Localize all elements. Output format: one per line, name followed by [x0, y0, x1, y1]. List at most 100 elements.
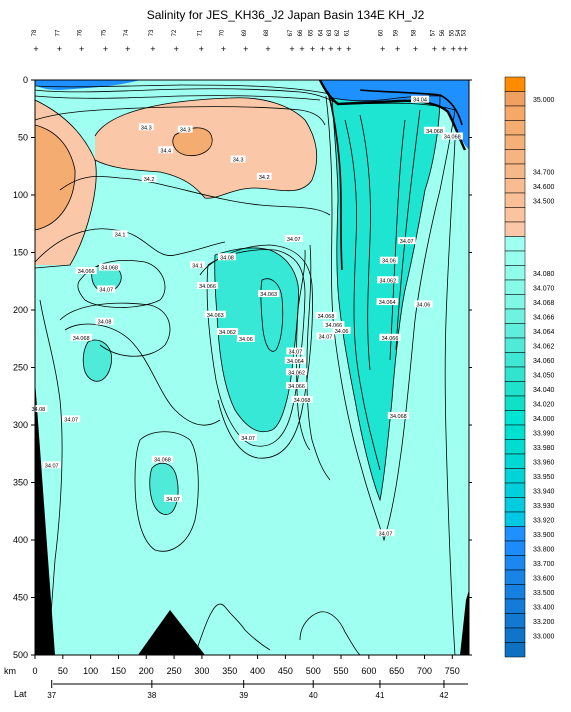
contour-label-bg — [230, 155, 246, 163]
legend-swatch — [504, 410, 526, 426]
contour-label: 34.064 — [379, 300, 396, 306]
legend-label: 33.000 — [533, 633, 555, 640]
contour-j — [82, 339, 112, 382]
station-label: 67 — [288, 29, 294, 36]
station-label: 64 — [319, 29, 325, 36]
contour-label-bg — [98, 263, 121, 271]
distance-tick-label: 650 — [389, 666, 404, 676]
legend-swatch — [504, 207, 526, 223]
lat-tick-label: 42 — [440, 691, 449, 700]
lat-tick-label: 38 — [147, 691, 156, 700]
contour-label-bg — [217, 253, 236, 261]
station-marker: + — [463, 44, 468, 54]
contour-label: 34.068 — [101, 266, 118, 272]
region-cyan-small-north — [91, 264, 122, 293]
contour-label-bg — [315, 311, 337, 319]
distance-axis: km 0 50 100 150 200 250 300 350 400 450 500 550 600 65… — [4, 655, 460, 676]
contour-label: 34.07 — [379, 531, 393, 537]
contour-l — [134, 431, 199, 552]
legend-swatch — [504, 192, 526, 208]
contour-label-bg — [239, 433, 258, 441]
station-marker: + — [457, 44, 462, 54]
contour-label-bg — [414, 300, 433, 308]
contour-p — [206, 249, 306, 447]
contour-label-bg — [397, 237, 416, 245]
distance-tick-label: 200 — [139, 666, 154, 676]
terrain-right — [460, 590, 469, 655]
terrain-seamount — [138, 610, 205, 655]
legend-label: 34.060 — [533, 358, 555, 365]
contour-label: 34.062 — [219, 330, 236, 336]
contour-bottom-jag — [194, 603, 271, 655]
legend-swatch — [504, 526, 526, 542]
legend-label: 34.068 — [533, 300, 555, 307]
distance-tick-label: 750 — [445, 666, 460, 676]
depth-axis: 0 50 100 150 200 250 300 350 400 450 500 — [13, 75, 472, 660]
contour-label-bg — [190, 261, 205, 269]
contour-label-bg — [216, 328, 239, 335]
contour-label-bg — [29, 405, 48, 413]
contour-label: 34.06 — [335, 329, 349, 335]
legend-label: 35.000 — [533, 97, 555, 104]
contour-y — [389, 119, 406, 361]
contour-label-bg — [376, 298, 398, 306]
contour-label: 34.062 — [288, 370, 305, 376]
contour-label-bg — [332, 326, 351, 334]
contour-label-bg — [286, 347, 305, 355]
legend-swatch — [504, 149, 526, 165]
contour-label: 34.07 — [166, 497, 180, 503]
contour-label: 34.1 — [115, 232, 126, 238]
station-marker: + — [150, 44, 155, 54]
legend-label: 34.500 — [533, 198, 555, 205]
chart-title: Salinity for JES_KH36_J2 Japan Basin 134… — [146, 8, 425, 22]
distance-tick-label: 350 — [222, 666, 237, 676]
contour-label: 34.066 — [382, 336, 399, 342]
contour-label: 34.07 — [287, 237, 301, 243]
legend-swatch — [504, 163, 526, 179]
legend-swatch — [504, 424, 526, 440]
contour-label: 34.08 — [220, 255, 234, 261]
contour-m — [149, 462, 179, 515]
contour-label: 34.3 — [180, 128, 191, 134]
contour-label-bg — [177, 125, 193, 133]
legend-swatch — [504, 279, 526, 295]
legend-swatch — [504, 76, 526, 92]
legend-label: 33.400 — [533, 604, 555, 611]
contour-label: 34.04 — [413, 98, 427, 104]
legend-label: 34.000 — [533, 416, 555, 423]
station-label: 69 — [242, 29, 248, 36]
legend-label: 33.960 — [533, 459, 555, 466]
contour-i — [59, 302, 171, 357]
contour-label: 34.07 — [400, 239, 414, 245]
contour-label: 34.062 — [379, 278, 396, 284]
legend-swatch — [504, 540, 526, 556]
contour-label-bg — [62, 415, 81, 423]
station-label: 70 — [220, 29, 226, 36]
contour-shallow3 — [35, 95, 321, 101]
contour-label-bg — [141, 175, 157, 183]
station-marker: + — [125, 44, 130, 54]
contour-surface-thick2 — [327, 91, 343, 271]
legend-label: 33.500 — [533, 590, 555, 597]
contour-u — [331, 95, 441, 502]
contour-label-bg — [291, 395, 313, 403]
contour-w — [344, 119, 381, 471]
contour-label: 34.07 — [241, 436, 255, 442]
legend-swatch — [504, 569, 526, 585]
legend-swatch — [504, 323, 526, 339]
contour-label: 34.068 — [154, 458, 171, 464]
legend-swatch — [504, 598, 526, 614]
contour-label: 34.07 — [99, 287, 113, 293]
lat-tick-label: 40 — [309, 691, 318, 700]
legend-swatch — [504, 584, 526, 600]
depth-tick-label: 100 — [13, 190, 28, 200]
station-label: 74 — [124, 29, 130, 36]
contour-label: 34.066 — [288, 384, 305, 390]
legend-swatch — [504, 482, 526, 498]
legend-swatch — [504, 395, 526, 411]
contour-label-bg — [379, 256, 398, 264]
station-marker: + — [103, 44, 108, 54]
legend-label: 34.020 — [533, 401, 555, 408]
depth-tick-label: 450 — [13, 593, 28, 603]
legend-label: 34.070 — [533, 285, 555, 292]
